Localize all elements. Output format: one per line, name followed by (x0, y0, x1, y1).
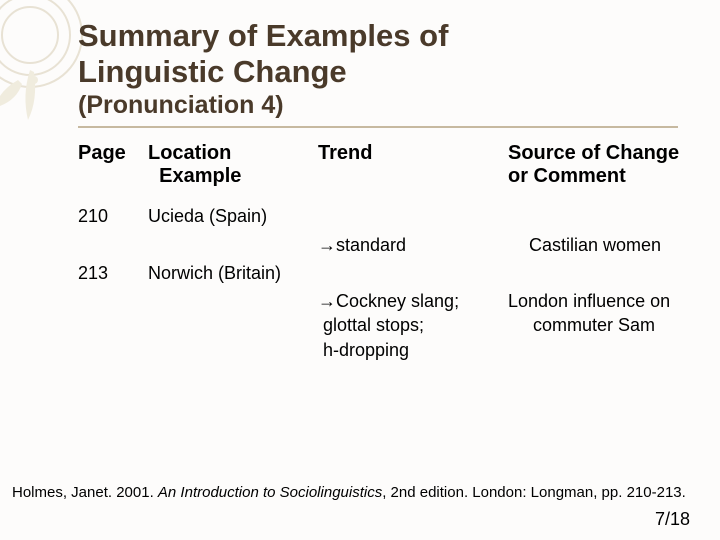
examples-table: Page Location Example Trend Source of Ch… (78, 142, 688, 364)
title-line-1: Summary of Examples of (78, 18, 448, 53)
cell-trend: →Cockney slang; glottal stops; h-droppin… (318, 287, 508, 364)
col-header-location: Location Example (148, 142, 318, 202)
table-row: 210 Ucieda (Spain) (78, 202, 688, 230)
cell-source: Castilian women (508, 231, 688, 259)
slide-content: Summary of Examples of Linguistic Change… (0, 0, 720, 540)
col-header-trend: Trend (318, 142, 508, 202)
col-header-location-l1: Location (148, 142, 231, 164)
citation-author: Holmes, Janet. 2001. (12, 484, 158, 501)
table-row: →Cockney slang; glottal stops; h-droppin… (78, 287, 688, 364)
title-divider (78, 126, 678, 128)
table-row: 213 Norwich (Britain) (78, 259, 688, 287)
cell-trend: →standard (318, 231, 508, 259)
col-header-source: Source of Change or Comment (508, 142, 688, 202)
cell-location: Norwich (Britain) (148, 259, 318, 287)
col-header-location-l2: Example (159, 165, 241, 187)
slide-subtitle: (Pronunciation 4) (78, 91, 690, 120)
page-number: 7/18 (655, 509, 690, 530)
col-header-page: Page (78, 142, 148, 202)
trend-text: →standard (318, 235, 406, 255)
citation: Holmes, Janet. 2001. An Introduction to … (12, 483, 702, 503)
table-row: →standard Castilian women (78, 231, 688, 259)
col-header-source-l1: Source of Change (508, 142, 679, 164)
cell-location: Ucieda (Spain) (148, 202, 318, 230)
title-line-2: Linguistic Change (78, 54, 347, 89)
citation-rest: , 2nd edition. London: Longman, pp. 210-… (382, 484, 686, 501)
cell-page: 210 (78, 202, 148, 230)
citation-title: An Introduction to Sociolinguistics (158, 484, 382, 501)
table-header-row: Page Location Example Trend Source of Ch… (78, 142, 688, 202)
slide-title: Summary of Examples of Linguistic Change (78, 18, 690, 89)
cell-source: London influence on commuter Sam (508, 287, 688, 364)
trend-text: →Cockney slang; glottal stops; h-droppin… (318, 291, 459, 360)
col-header-source-l2: or Comment (508, 165, 626, 187)
cell-page: 213 (78, 259, 148, 287)
